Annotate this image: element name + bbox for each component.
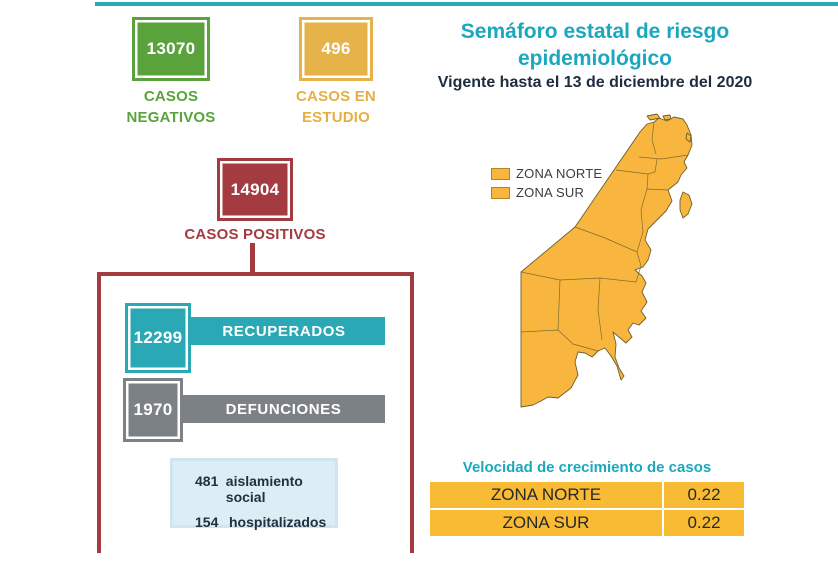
legend-row-zona-norte: ZONA NORTE — [491, 166, 602, 181]
isla-mujeres-shape — [685, 132, 692, 143]
recovered-box: 12299 — [125, 303, 191, 373]
deaths-value: 1970 — [133, 400, 173, 419]
positive-cases-label: CASOS POSITIVOS — [184, 226, 326, 243]
growth-value-norte-cell: 0.22 — [664, 482, 744, 508]
negative-cases-label-line1: CASOS — [143, 88, 199, 105]
isolation-value: 481 — [195, 473, 219, 489]
recovered-value: 12299 — [133, 328, 183, 347]
active-cases-detail-box: 481 aislamiento social 154 hospitalizado… — [170, 458, 338, 530]
growth-rate-table: ZONA NORTE 0.22 ZONA SUR 0.22 — [430, 482, 744, 538]
growth-zone-sur-cell: ZONA SUR — [430, 510, 662, 536]
positive-cases-connector-line — [250, 243, 255, 272]
zona-norte-legend-label: ZONA NORTE — [516, 166, 603, 181]
deaths-bar: DEFUNCIONES — [182, 395, 385, 423]
holbox-island-2-shape — [662, 114, 672, 121]
cases-under-study-label-line1: CASOS EN — [296, 88, 376, 105]
deaths-box: 1970 — [123, 378, 183, 442]
negative-cases-box: 13070 — [132, 17, 210, 81]
cases-under-study-label: CASOS EN ESTUDIO — [274, 86, 398, 128]
quintana-roo-map — [500, 110, 785, 410]
zona-norte-swatch-icon — [491, 167, 510, 180]
cases-under-study-label-line2: ESTUDIO — [301, 109, 371, 126]
negative-cases-label-line2: NEGATIVOS — [126, 109, 216, 126]
growth-zone-norte-cell: ZONA NORTE — [430, 482, 662, 508]
semaforo-title: Semáforo estatal de riesgo epidemiológic… — [425, 18, 765, 72]
recovered-bar: RECUPERADOS — [183, 317, 385, 345]
legend-row-zona-sur: ZONA SUR — [491, 185, 602, 200]
cases-under-study-box: 496 — [299, 17, 373, 81]
positive-cases-box: 14904 — [217, 158, 293, 221]
zona-sur-swatch-icon — [491, 186, 510, 199]
growth-row-zona-sur: ZONA SUR 0.22 — [430, 510, 744, 536]
growth-row-zona-norte: ZONA NORTE 0.22 — [430, 482, 744, 508]
hospitalized-row: 154 hospitalizados — [195, 514, 335, 530]
positive-cases-breakdown-panel — [97, 272, 414, 553]
map-legend: ZONA NORTE ZONA SUR — [491, 166, 602, 204]
negative-cases-label: CASOS NEGATIVOS — [107, 86, 235, 128]
holbox-island-shape — [646, 113, 661, 121]
growth-rate-title: Velocidad de crecimiento de casos — [462, 459, 712, 476]
cozumel-island-shape — [679, 191, 693, 219]
semaforo-validity-date: Vigente hasta el 13 de diciembre del 202… — [437, 74, 753, 91]
cases-under-study-value: 496 — [321, 39, 351, 58]
hospitalized-label: hospitalizados — [229, 514, 327, 530]
municipal-borders — [520, 121, 689, 352]
isolation-label: aislamiento social — [225, 473, 303, 505]
growth-value-sur-cell: 0.22 — [664, 510, 744, 536]
state-mainland-shape — [520, 116, 693, 408]
isolation-row: 481 aislamiento social — [195, 473, 335, 505]
semaforo-title-line1: Semáforo estatal de riesgo — [460, 20, 730, 43]
negative-cases-value: 13070 — [146, 39, 196, 58]
semaforo-title-line2: epidemiológico — [517, 47, 672, 70]
top-divider-rule — [95, 2, 838, 6]
hospitalized-value: 154 — [195, 514, 219, 530]
positive-cases-value: 14904 — [230, 179, 280, 199]
zona-sur-legend-label: ZONA SUR — [516, 185, 585, 200]
quintana-roo-map-svg — [520, 113, 693, 408]
